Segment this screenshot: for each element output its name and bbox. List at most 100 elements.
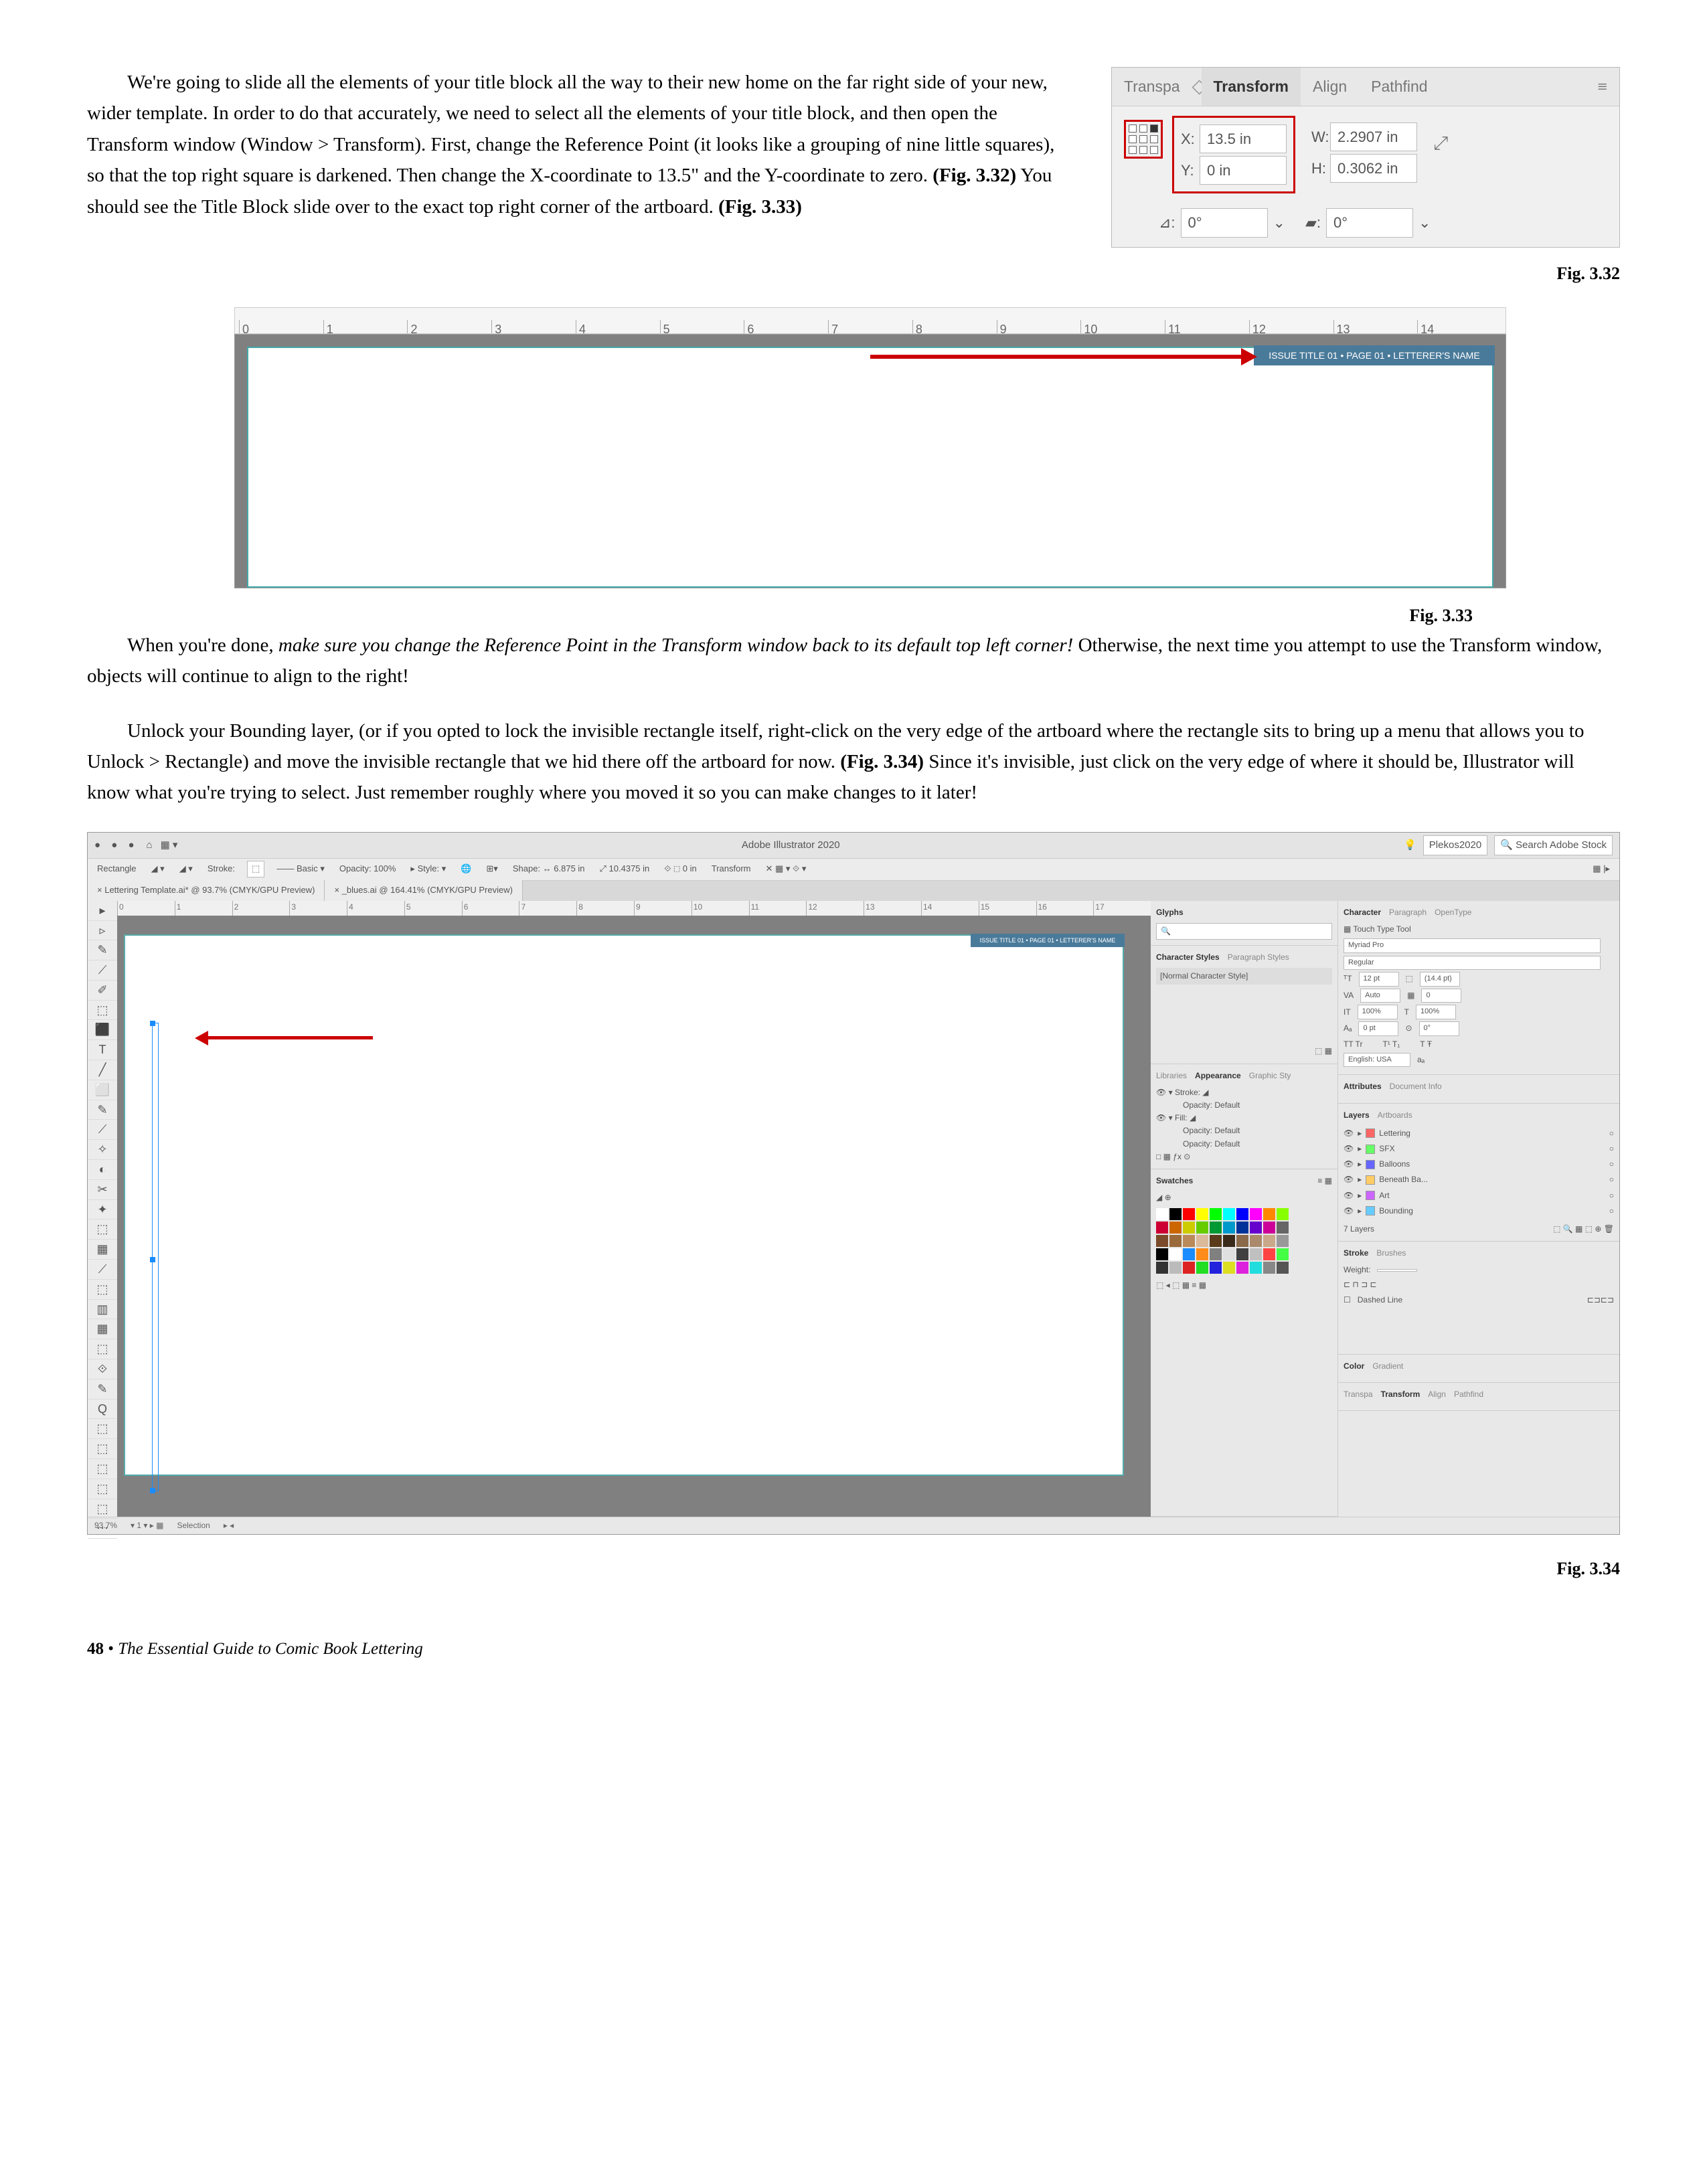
tab-charstyles[interactable]: Character Styles	[1156, 951, 1220, 964]
swatch[interactable]	[1263, 1235, 1275, 1247]
swatch[interactable]	[1169, 1262, 1182, 1274]
opacity-label[interactable]: Opacity: 100%	[339, 863, 396, 873]
swatch-grid[interactable]	[1156, 1208, 1332, 1274]
tab-align[interactable]: Align	[1301, 68, 1359, 106]
swatch[interactable]	[1169, 1208, 1182, 1220]
tool-icon[interactable]: ✎	[88, 1100, 117, 1120]
swatch[interactable]	[1156, 1235, 1168, 1247]
tool-icon[interactable]: ⬚	[88, 1001, 117, 1021]
swatch[interactable]	[1236, 1222, 1248, 1234]
stroke-weight[interactable]: ⬚	[247, 861, 264, 877]
layer-row[interactable]: 👁▸Beneath Ba...○	[1344, 1172, 1614, 1187]
tool-icon[interactable]: ◐	[88, 1160, 117, 1180]
tool-icon[interactable]: ✦	[88, 1200, 117, 1220]
swatch[interactable]	[1250, 1235, 1262, 1247]
swatch[interactable]	[1250, 1262, 1262, 1274]
swatch[interactable]	[1169, 1248, 1182, 1260]
menu-icon[interactable]: ≡	[1585, 73, 1619, 101]
reference-point[interactable]	[1124, 120, 1163, 159]
swatch[interactable]	[1210, 1248, 1222, 1260]
swatch[interactable]	[1156, 1208, 1168, 1220]
tool-icon[interactable]: ✧	[88, 1140, 117, 1160]
tool-icon[interactable]: ⬚	[88, 1220, 117, 1240]
font-select[interactable]: Myriad Pro	[1344, 938, 1601, 953]
fill-icon[interactable]: ◢ ▾	[149, 862, 167, 876]
swatch[interactable]	[1183, 1248, 1195, 1260]
tool-icon[interactable]: ⟐	[88, 1359, 117, 1379]
tool-icon[interactable]: ⬚	[88, 1419, 117, 1439]
swatch[interactable]	[1263, 1248, 1275, 1260]
align-icon[interactable]: ⊞▾	[483, 862, 500, 876]
tool-icon[interactable]: T	[88, 1040, 117, 1060]
swatch[interactable]	[1196, 1235, 1208, 1247]
tool-icon[interactable]: ⬚	[88, 1459, 117, 1479]
swatch[interactable]	[1156, 1262, 1168, 1274]
layer-row[interactable]: 👁▸Lettering○	[1344, 1126, 1614, 1141]
swatch[interactable]	[1236, 1235, 1248, 1247]
tab-transform[interactable]: Transform	[1202, 68, 1301, 106]
tab-glyphs[interactable]: Glyphs	[1156, 906, 1184, 919]
angle2-input[interactable]: 0°	[1326, 208, 1413, 237]
swatch[interactable]	[1196, 1222, 1208, 1234]
swatch[interactable]	[1223, 1208, 1235, 1220]
tool-icon[interactable]: ⬚	[88, 1499, 117, 1519]
swatch[interactable]	[1183, 1208, 1195, 1220]
swatch[interactable]	[1183, 1262, 1195, 1274]
tool-icon[interactable]: ⟋	[88, 1260, 117, 1280]
swatch[interactable]	[1223, 1222, 1235, 1234]
tool-icon[interactable]: Q	[88, 1400, 117, 1420]
doc-tab-1[interactable]: × Lettering Template.ai* @ 93.7% (CMYK/G…	[88, 880, 325, 901]
layer-row[interactable]: 👁▸Art○	[1344, 1188, 1614, 1203]
tab-transparency[interactable]: Transpa	[1112, 68, 1192, 106]
swatch[interactable]	[1236, 1262, 1248, 1274]
tool-icon[interactable]: ⬚	[88, 1479, 117, 1499]
w-input[interactable]: 2.2907 in	[1330, 122, 1417, 151]
traffic-icon[interactable]: ● ● ●	[94, 837, 139, 853]
layer-row[interactable]: 👁▸SFX○	[1344, 1141, 1614, 1157]
x-input[interactable]: 13.5 in	[1200, 124, 1287, 153]
swatch[interactable]	[1183, 1235, 1195, 1247]
transform-btn[interactable]: Transform	[709, 862, 754, 876]
swatch[interactable]	[1156, 1222, 1168, 1234]
swatch[interactable]	[1277, 1208, 1289, 1220]
swatch[interactable]	[1250, 1222, 1262, 1234]
tool-icon[interactable]: ▦	[88, 1319, 117, 1339]
tool-icon[interactable]: ⬚	[88, 1439, 117, 1459]
swatch[interactable]	[1236, 1208, 1248, 1220]
swatch[interactable]	[1156, 1248, 1168, 1260]
swatch[interactable]	[1196, 1208, 1208, 1220]
weight-select[interactable]: Regular	[1344, 956, 1601, 971]
tab-parastyles[interactable]: Paragraph Styles	[1228, 951, 1289, 964]
charstyle-item[interactable]: [Normal Character Style]	[1156, 968, 1332, 985]
tool-icon[interactable]: ╱	[88, 1060, 117, 1080]
swatch[interactable]	[1250, 1208, 1262, 1220]
layer-row[interactable]: 👁▸Balloons○	[1344, 1157, 1614, 1172]
tool-icon[interactable]: ✎	[88, 940, 117, 960]
angle1-input[interactable]: 0°	[1181, 208, 1268, 237]
arrange-icon[interactable]: ▦ |▸	[1590, 862, 1613, 876]
swatch[interactable]	[1263, 1222, 1275, 1234]
h-input[interactable]: 0.3062 in	[1330, 154, 1417, 183]
swatch[interactable]	[1183, 1222, 1195, 1234]
swatch[interactable]	[1263, 1262, 1275, 1274]
swatch[interactable]	[1196, 1262, 1208, 1274]
tab-pathfinder[interactable]: Pathfind	[1359, 68, 1439, 106]
swatch[interactable]	[1263, 1208, 1275, 1220]
y-input[interactable]: 0 in	[1200, 156, 1287, 185]
swatch[interactable]	[1223, 1235, 1235, 1247]
zoom-level[interactable]: 93.7%	[94, 1519, 117, 1532]
swatch[interactable]	[1277, 1262, 1289, 1274]
workspace-select[interactable]: Plekos2020	[1423, 835, 1487, 855]
tool-icon[interactable]: ⟋	[88, 960, 117, 981]
swatch[interactable]	[1210, 1262, 1222, 1274]
tool-icon[interactable]: ⬜	[88, 1080, 117, 1100]
glyphs-search[interactable]: 🔍	[1156, 923, 1332, 940]
artboard[interactable]: ISSUE TITLE 01 • PAGE 01 • LETTERER'S NA…	[124, 934, 1124, 1477]
chevron-down-icon[interactable]: ⌄	[1273, 211, 1285, 234]
grid-icon[interactable]: ▦ ▾	[161, 837, 178, 853]
swatch[interactable]	[1277, 1235, 1289, 1247]
tool-icon[interactable]: ✐	[88, 981, 117, 1001]
swatch[interactable]	[1210, 1222, 1222, 1234]
swatch[interactable]	[1210, 1235, 1222, 1247]
swatch[interactable]	[1236, 1248, 1248, 1260]
